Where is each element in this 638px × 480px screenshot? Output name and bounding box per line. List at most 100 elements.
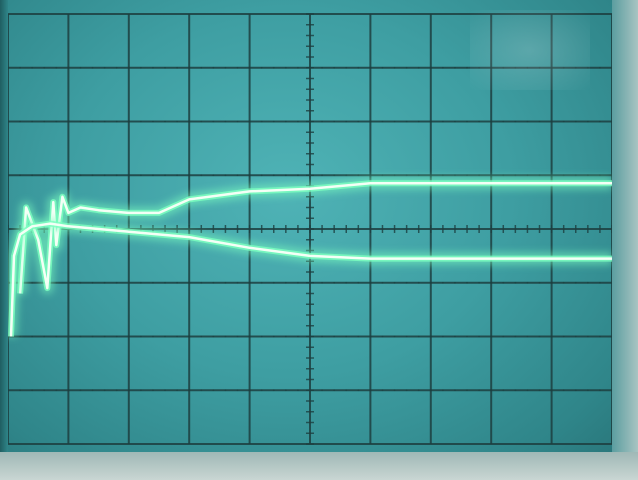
- graticule-dot: [393, 389, 396, 392]
- graticule-dot: [55, 174, 58, 177]
- graticule-dot: [574, 281, 577, 284]
- graticule-dot: [115, 66, 118, 69]
- graticule-dot: [538, 66, 541, 69]
- graticule-dot: [55, 335, 58, 338]
- graticule-dot: [188, 389, 191, 392]
- graticule-dot: [236, 120, 239, 123]
- graticule-dot: [345, 120, 348, 123]
- graticule-dot: [297, 66, 299, 69]
- bezel-left: [0, 0, 8, 480]
- graticule-dot: [31, 335, 34, 338]
- graticule-dot: [357, 335, 360, 338]
- graticule-dot: [441, 174, 444, 177]
- graticule-dot: [67, 66, 70, 69]
- graticule-dot: [441, 389, 444, 392]
- graticule-dot: [502, 281, 505, 284]
- graticule-dot: [478, 120, 481, 123]
- graticule-dot: [55, 120, 58, 123]
- graticule-dot: [586, 174, 589, 177]
- graticule-dot: [550, 120, 553, 123]
- graticule-dot: [79, 389, 82, 392]
- graticule-dot: [115, 120, 118, 123]
- graticule-dot: [79, 120, 82, 123]
- graticule-dot: [333, 66, 336, 69]
- graticule-dot: [586, 389, 589, 392]
- graticule-dot: [454, 66, 456, 69]
- graticule-dot: [139, 120, 142, 123]
- graticule-dot: [574, 66, 577, 69]
- graticule-dot: [369, 120, 372, 123]
- graticule-dot: [562, 335, 565, 338]
- graticule-dot: [115, 389, 118, 392]
- graticule-dot: [212, 174, 215, 177]
- graticule-dot: [248, 389, 251, 392]
- graticule-dot: [188, 174, 191, 177]
- graticule-dot: [345, 174, 348, 177]
- graticule-dot: [333, 389, 336, 392]
- graticule-dot: [248, 174, 251, 177]
- graticule-dot: [91, 281, 94, 284]
- graticule-dot: [599, 66, 601, 69]
- graticule-dot: [599, 335, 601, 338]
- screen-glare: [470, 10, 590, 90]
- graticule-dot: [127, 66, 130, 69]
- bezel-right: [612, 0, 638, 480]
- graticule-dot: [514, 66, 517, 69]
- graticule-dot: [284, 281, 287, 284]
- graticule-dot: [212, 389, 215, 392]
- graticule-dot: [139, 389, 142, 392]
- graticule-dot: [91, 389, 94, 392]
- graticule-dot: [115, 174, 118, 177]
- graticule-dot: [538, 389, 541, 392]
- graticule-dot: [152, 281, 154, 284]
- graticule-dot: [224, 389, 227, 392]
- graticule-dot: [309, 66, 311, 69]
- graticule-dot: [260, 335, 263, 338]
- graticule-dot: [417, 281, 420, 284]
- graticule-dot: [212, 120, 215, 123]
- graticule-dot: [297, 174, 299, 177]
- graticule-dot: [152, 66, 154, 69]
- graticule-dot: [454, 389, 456, 392]
- graticule-dot: [103, 120, 106, 123]
- graticule-dot: [562, 389, 565, 392]
- graticule-dot: [297, 281, 299, 284]
- graticule-dot: [405, 335, 408, 338]
- graticule-dot: [454, 174, 456, 177]
- graticule-dot: [188, 66, 191, 69]
- graticule-dot: [152, 389, 154, 392]
- graticule-dot: [478, 389, 481, 392]
- graticule-dot: [79, 174, 82, 177]
- graticule-dot: [586, 335, 589, 338]
- graticule-dot: [115, 335, 118, 338]
- graticule-dot: [466, 66, 468, 69]
- graticule-dot: [466, 389, 468, 392]
- graticule-dot: [393, 120, 396, 123]
- graticule-dot: [200, 335, 203, 338]
- graticule-dot: [502, 120, 505, 123]
- graticule-dot: [550, 281, 553, 284]
- graticule-dot: [31, 281, 34, 284]
- graticule-dot: [43, 120, 46, 123]
- graticule-dot: [200, 120, 203, 123]
- graticule-dot: [103, 174, 106, 177]
- graticule-dot: [417, 174, 420, 177]
- graticule-dot: [224, 335, 227, 338]
- graticule-dot: [103, 335, 106, 338]
- graticule-dot: [417, 335, 420, 338]
- graticule-dot: [260, 281, 263, 284]
- graticule-dot: [67, 335, 70, 338]
- graticule-dot: [441, 335, 444, 338]
- graticule-dot: [466, 335, 468, 338]
- graticule-dot: [55, 389, 58, 392]
- graticule-dot: [164, 335, 166, 338]
- graticule-dot: [127, 120, 130, 123]
- graticule-dot: [441, 120, 444, 123]
- graticule-dot: [176, 389, 179, 392]
- graticule-dot: [91, 174, 94, 177]
- graticule-dot: [200, 174, 203, 177]
- graticule-dot: [103, 281, 106, 284]
- graticule-dot: [574, 120, 577, 123]
- graticule-dot: [176, 281, 179, 284]
